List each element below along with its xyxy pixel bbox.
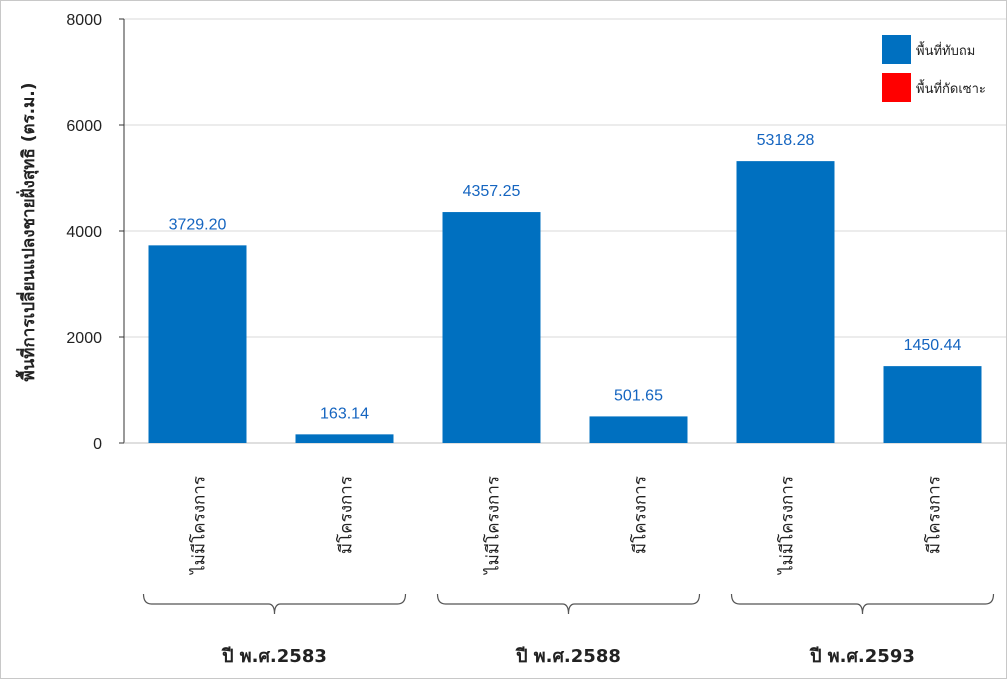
group-bracket: [730, 593, 995, 615]
legend-label: พื้นที่ทับถม: [916, 41, 975, 59]
bar: [148, 245, 247, 443]
gridlines: [124, 18, 1006, 338]
category-label: มีโครงการ: [924, 476, 945, 554]
data-label: 1450.44: [904, 337, 962, 354]
group-label: ปี พ.ศ.2588: [515, 646, 621, 667]
category-label: มีโครงการ: [630, 476, 651, 554]
data-label: 4357.25: [463, 183, 521, 200]
group-bracket: [142, 593, 407, 615]
legend-label: พื้นที่กัดเซาะ: [916, 79, 986, 97]
bar: [736, 161, 835, 443]
data-labels: 3729.20 163.14 4357.25 501.65 5318.28 1450.44: [169, 132, 962, 422]
category-label: ไม่มีโครงการ: [189, 476, 210, 576]
bar: [589, 416, 688, 443]
category-labels: ไม่มีโครงการ มีโครงการ ไม่มีโครงการ มีโครงก…: [189, 476, 945, 576]
bar: [295, 434, 394, 443]
data-label: 3729.20: [169, 216, 227, 233]
category-label: มีโครงการ: [336, 476, 357, 554]
legend-swatch: [882, 35, 911, 64]
group-label: ปี พ.ศ.2583: [221, 646, 327, 667]
y-tick-labels: 0 2000 4000 6000 8000: [66, 12, 102, 453]
group-labels: ปี พ.ศ.2583 ปี พ.ศ.2588 ปี พ.ศ.2593: [221, 646, 915, 667]
category-label: ไม่มีโครงการ: [483, 476, 504, 576]
bars: [148, 161, 982, 443]
y-axis-label: พื้นที่การเปลี่ยนแปลงชายฝั่งสุทธิ (ตร.ม.…: [15, 82, 39, 381]
data-label: 501.65: [614, 387, 663, 404]
axes: [119, 18, 1006, 444]
group-brackets: [142, 593, 995, 615]
y-tick-label: 0: [93, 436, 102, 453]
category-label: ไม่มีโครงการ: [777, 476, 798, 576]
y-tick-label: 2000: [66, 330, 102, 347]
data-label: 163.14: [320, 405, 369, 422]
data-label: 5318.28: [757, 132, 815, 149]
legend-swatch: [882, 73, 911, 102]
y-tick-label: 6000: [66, 118, 102, 135]
y-tick-label: 4000: [66, 224, 102, 241]
bar: [442, 212, 541, 443]
group-bracket: [436, 593, 701, 615]
group-label: ปี พ.ศ.2593: [809, 646, 915, 667]
y-tick-label: 8000: [66, 12, 102, 29]
bar: [883, 366, 982, 443]
